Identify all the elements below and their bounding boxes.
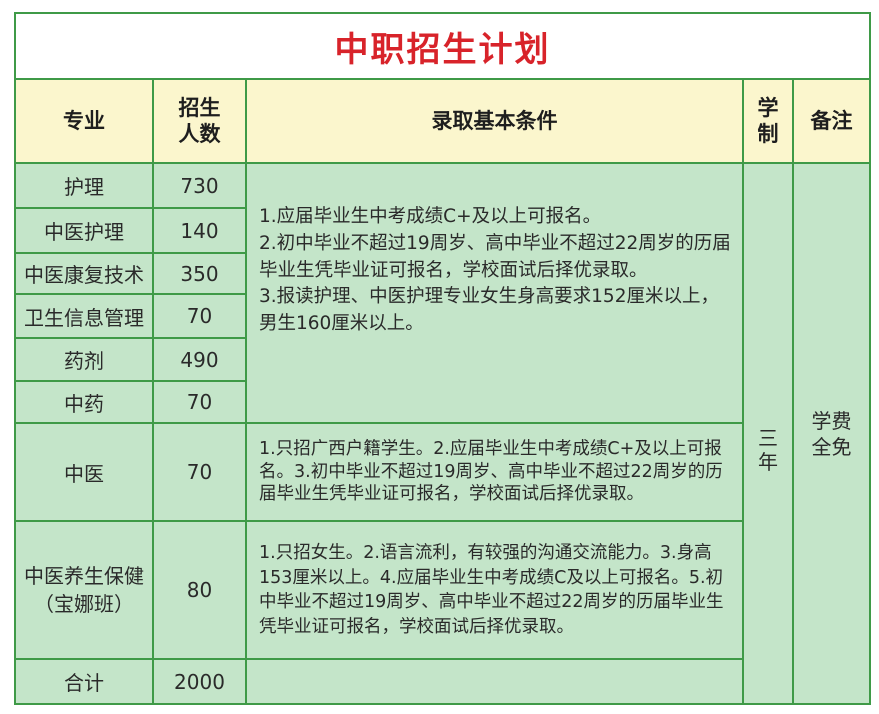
count-cell: 140 [152, 207, 247, 254]
total-count: 2000 [152, 658, 247, 705]
criteria-item: 1.应届毕业生中考成绩C+及以上可报名。 [259, 206, 602, 227]
major-cell: 中医护理 [14, 207, 154, 254]
count-cell: 490 [152, 337, 247, 382]
empty-cell [245, 658, 744, 705]
criteria-wellness: 1.只招女生。2.语言流利，有较强的沟通交流能力。3.身高153厘米以上。4.应… [245, 520, 744, 660]
header-duration-text: 学制 [757, 95, 779, 146]
major-cell: 中医养生保健 （宝娜班） [14, 520, 154, 660]
major-cell: 中医 [14, 422, 154, 522]
count-cell: 730 [152, 162, 247, 209]
criteria-item: 3.报读护理、中医护理专业女生身高要求152厘米以上，男生160厘米以上。 [259, 286, 719, 335]
major-name: 中医养生保健 [24, 564, 144, 588]
table-row: 护理 730 1.应届毕业生中考成绩C+及以上可报名。 2.初中毕业不超过19周… [14, 162, 872, 705]
duration-text: 三年 [758, 426, 778, 474]
table-row: 中医护理 140 [14, 207, 870, 254]
header-remarks: 备注 [791, 78, 872, 164]
count-cell: 350 [152, 252, 247, 295]
total-label: 合计 [14, 658, 154, 705]
major-cell: 护理 [14, 162, 154, 209]
header-enrollment-text: 招生人数 [178, 95, 221, 146]
header-duration: 学制 [742, 78, 794, 164]
table-row: 中医 70 1.只招广西户籍学生。2.应届毕业生中考成绩C+及以上可报名。3.初… [14, 422, 870, 522]
table-row-total: 合计 2000 [14, 658, 870, 705]
enrollment-plan-table: 中职招生计划 专业 招生人数 录取基本条件 学制 备注 护理 730 1.应届毕… [13, 12, 872, 705]
major-cell: 中药 [14, 380, 154, 424]
criteria-tcm: 1.只招广西户籍学生。2.应届毕业生中考成绩C+及以上可报名。3.初中毕业不超过… [245, 422, 744, 522]
major-cell: 药剂 [14, 337, 154, 382]
criteria-item: 2.初中毕业不超过19周岁、高中毕业不超过22周岁的历届毕业生凭毕业证可报名，学… [259, 232, 731, 281]
count-cell: 70 [152, 293, 247, 339]
header-major: 专业 [14, 78, 154, 164]
remarks-cell: 学费全免 [791, 162, 872, 705]
major-note: （宝娜班） [34, 592, 134, 616]
table-row: 中医养生保健 （宝娜班） 80 1.只招女生。2.语言流利，有较强的沟通交流能力… [14, 520, 870, 660]
page-title: 中职招生计划 [13, 12, 872, 80]
count-cell: 70 [152, 380, 247, 424]
count-cell: 70 [152, 422, 247, 522]
major-cell: 卫生信息管理 [14, 293, 154, 339]
table-row: 中医康复技术 350 [14, 252, 870, 295]
header-criteria: 录取基本条件 [245, 78, 744, 164]
major-cell: 中医康复技术 [14, 252, 154, 295]
criteria-general: 1.应届毕业生中考成绩C+及以上可报名。 2.初中毕业不超过19周岁、高中毕业不… [245, 162, 744, 424]
duration-cell: 三年 [742, 162, 794, 705]
count-cell: 80 [152, 520, 247, 660]
table-row: 药剂 490 [14, 337, 870, 382]
table-row: 卫生信息管理 70 [14, 293, 870, 339]
remarks-text: 学费全免 [811, 409, 852, 459]
header-enrollment: 招生人数 [152, 78, 247, 164]
table-row: 中药 70 [14, 380, 870, 424]
